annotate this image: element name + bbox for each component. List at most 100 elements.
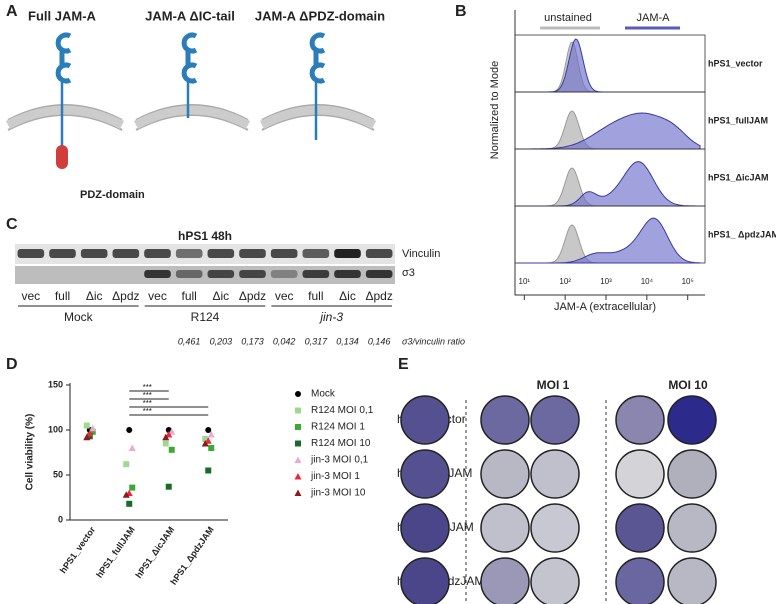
lane-label: Δic: [212, 289, 229, 303]
x-tick-label: 10⁵: [682, 277, 694, 286]
ratio: 0,203: [210, 336, 233, 346]
plate-well: [480, 395, 530, 445]
plate-well: [530, 449, 580, 499]
histogram-frame: [514, 34, 706, 93]
blot: [15, 244, 395, 264]
point: [205, 467, 212, 474]
point: [83, 422, 90, 429]
significance-label: ***: [143, 383, 152, 392]
legend-label: jin-3 MOI 0,1: [310, 455, 369, 466]
blot-label: Vinculin: [402, 248, 440, 260]
legend-label: jin-3 MOI 10: [310, 488, 366, 499]
point: [126, 427, 133, 433]
legend-label: JAM-A: [637, 12, 671, 24]
sigma3-band: [175, 270, 203, 278]
vinculin-band: [144, 249, 171, 258]
legend-label: R124 MOI 10: [311, 438, 371, 449]
point: [162, 440, 169, 447]
legend-label: Mock: [311, 389, 336, 400]
plate-well: [667, 449, 717, 499]
plate-well: [400, 503, 450, 553]
panel-label: A: [6, 3, 18, 20]
row-label: hPS1_ ΔpdzJAM: [708, 229, 776, 239]
sigma3-band: [144, 270, 171, 278]
vinculin-band: [270, 249, 298, 258]
point: [202, 436, 209, 442]
significance-label: ***: [143, 407, 152, 416]
point: [295, 424, 301, 430]
plate-well: [480, 503, 530, 553]
x-axis-label: JAM-A (extracellular): [554, 301, 656, 313]
ratio: 0,042: [273, 336, 296, 346]
point: [89, 428, 96, 435]
ratio: 0,146: [368, 336, 391, 346]
panel-label: C: [6, 216, 18, 233]
point: [294, 489, 302, 496]
plate-well: [615, 503, 665, 553]
row-label: hPS1_fullJAM: [708, 115, 768, 125]
point: [165, 483, 172, 490]
blot-title: hPS1 48h: [178, 229, 232, 243]
domain-label: PDZ-domain: [80, 189, 145, 201]
x-tick-label: 10⁴: [641, 277, 654, 286]
point: [165, 431, 173, 438]
y-tick-label: 150: [48, 379, 63, 389]
vinculin-band: [175, 249, 203, 258]
lane-label: full: [55, 289, 70, 303]
y-axis-label: Normalized to Mode: [489, 61, 501, 159]
lane-label: vec: [148, 289, 167, 303]
unstained-histogram: [517, 41, 700, 93]
x-tick-label: 10³: [600, 277, 612, 286]
histograms: 10¹ 10² 10³ 10⁴ 10⁵ hPS1_vector hPS1_fullJAM hP…: [514, 34, 776, 300]
jam-histogram: [517, 161, 700, 207]
lane-label: vec: [275, 289, 294, 303]
plate-well: [530, 503, 580, 553]
x-tick-label: hPS1_vector: [58, 524, 98, 575]
row-label: hPS1_ΔicJAM: [708, 172, 769, 182]
point: [168, 446, 175, 453]
vinculin-band: [49, 249, 76, 258]
panel-label: B: [455, 3, 467, 20]
sigma3-band: [365, 270, 393, 278]
vinculin-band: [239, 249, 266, 258]
group-label: R124: [191, 310, 220, 324]
point: [86, 430, 94, 437]
plate-well: [400, 395, 450, 445]
moi-header: MOI 1: [537, 378, 570, 392]
ratio: 0,173: [241, 336, 264, 346]
y-tick-label: 0: [58, 514, 63, 524]
sigma3-band: [207, 270, 235, 278]
sigma3-band: [239, 270, 266, 278]
sigma3-band: [302, 270, 330, 278]
point: [168, 428, 176, 435]
panel-a-art: [5, 32, 377, 169]
ratio: 0,317: [305, 336, 329, 346]
blot-label: σ3: [402, 267, 415, 279]
x-tick-label: hPS1_fullJAM: [94, 525, 137, 580]
point: [295, 440, 301, 447]
panel-label: D: [6, 356, 18, 373]
construct-title: JAM-A ΔPDZ-domain: [255, 8, 385, 23]
point: [126, 500, 133, 507]
group-label: Mock: [64, 310, 94, 324]
axes: [514, 10, 705, 296]
lane-label: Δpdz: [112, 289, 139, 303]
legend-label: R124 MOI 1: [311, 422, 365, 433]
point: [295, 391, 301, 397]
x-tick-label: hPS1_ΔpdzJAM: [168, 525, 215, 587]
blot: [15, 266, 395, 284]
vinculin-band: [17, 249, 45, 258]
ratio: 0,134: [336, 336, 359, 346]
point: [295, 407, 301, 414]
y-tick-label: 50: [53, 469, 63, 479]
moi-header: MOI 10: [668, 378, 708, 392]
point: [83, 433, 91, 441]
vinculin-band: [365, 249, 393, 258]
plate-well: [615, 557, 665, 604]
point: [207, 431, 215, 438]
lane-label: full: [308, 289, 323, 303]
point: [201, 440, 209, 447]
significance-label: ***: [143, 391, 152, 400]
point: [123, 461, 130, 468]
